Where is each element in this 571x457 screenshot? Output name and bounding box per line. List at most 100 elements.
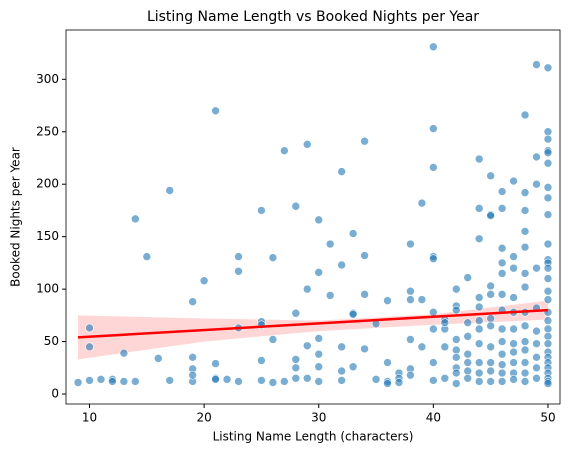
- x-tick-label: 50: [540, 411, 555, 425]
- data-point: [497, 187, 507, 196]
- data-point: [451, 305, 461, 315]
- data-point: [314, 377, 324, 386]
- data-point: [234, 377, 243, 386]
- data-point: [302, 373, 312, 383]
- y-axis-label: Booked Nights per Year: [9, 147, 23, 287]
- data-point: [509, 375, 518, 384]
- data-point: [85, 342, 94, 352]
- data-point: [474, 368, 484, 378]
- data-point: [360, 251, 369, 260]
- data-point: [474, 324, 484, 334]
- data-point: [440, 318, 450, 327]
- data-point: [543, 295, 553, 304]
- data-point: [429, 42, 438, 52]
- data-point: [532, 152, 541, 162]
- data-point: [497, 324, 507, 334]
- data-point: [211, 106, 220, 116]
- data-point: [234, 266, 243, 276]
- data-point: [85, 376, 94, 385]
- data-point: [497, 349, 507, 359]
- data-point: [463, 366, 473, 376]
- data-point: [291, 355, 301, 364]
- data-point: [486, 314, 495, 323]
- y-tick-label: 200: [36, 177, 59, 191]
- data-point: [543, 183, 553, 192]
- data-point: [532, 373, 541, 383]
- data-point: [165, 186, 175, 195]
- data-point: [360, 290, 369, 299]
- data-point: [497, 377, 507, 386]
- data-point: [486, 171, 495, 181]
- data-point: [142, 252, 152, 261]
- data-point: [291, 308, 301, 318]
- data-point: [302, 284, 312, 294]
- data-point: [291, 201, 301, 211]
- data-point: [451, 353, 461, 362]
- data-point: [337, 366, 346, 376]
- data-point: [509, 176, 518, 186]
- data-point: [543, 239, 553, 249]
- data-point: [497, 243, 507, 253]
- data-point: [314, 334, 324, 343]
- data-point: [520, 282, 530, 292]
- data-point: [268, 378, 278, 387]
- data-point: [280, 146, 289, 155]
- data-point: [383, 296, 392, 305]
- data-point: [337, 167, 346, 176]
- data-point: [486, 358, 495, 367]
- data-point: [543, 148, 553, 158]
- data-point: [337, 376, 346, 385]
- data-point: [509, 358, 518, 367]
- data-point: [520, 368, 530, 378]
- plot-frame: [65, 29, 561, 405]
- data-point: [520, 227, 530, 236]
- data-point: [348, 229, 358, 238]
- data-point: [406, 370, 415, 380]
- data-point: [486, 290, 495, 299]
- data-point: [119, 348, 129, 358]
- data-point: [486, 377, 495, 386]
- data-point: [509, 324, 518, 334]
- data-point: [543, 210, 553, 219]
- data-point: [440, 342, 450, 352]
- data-point: [486, 321, 495, 331]
- data-point: [257, 376, 266, 385]
- data-point: [509, 263, 518, 273]
- data-point: [497, 258, 507, 268]
- data-point: [108, 377, 117, 386]
- data-point: [451, 284, 461, 294]
- data-point: [497, 360, 507, 369]
- data-point: [257, 206, 266, 215]
- data-point: [348, 362, 358, 372]
- data-point: [429, 163, 438, 172]
- data-point: [440, 373, 450, 383]
- x-tick-label: 30: [311, 411, 326, 425]
- data-point: [429, 358, 438, 367]
- data-point: [371, 375, 381, 384]
- data-point: [406, 239, 415, 249]
- data-point: [383, 358, 392, 367]
- data-point: [188, 353, 197, 362]
- data-point: [520, 110, 530, 120]
- data-point: [543, 316, 553, 325]
- data-point: [417, 198, 427, 208]
- data-point: [451, 335, 461, 344]
- data-point: [268, 335, 278, 344]
- data-point: [520, 269, 530, 278]
- data-point: [325, 291, 335, 300]
- regression-line: [77, 308, 549, 339]
- data-point: [383, 379, 392, 388]
- data-point: [543, 324, 553, 334]
- data-point: [543, 158, 553, 168]
- data-point: [73, 378, 83, 387]
- data-point: [291, 373, 301, 383]
- data-point: [474, 154, 484, 164]
- data-point: [234, 252, 243, 261]
- data-point: [199, 276, 209, 286]
- data-point: [509, 347, 518, 357]
- data-point: [474, 302, 484, 312]
- data-point: [532, 353, 541, 362]
- data-point: [520, 377, 530, 386]
- data-point: [131, 377, 140, 386]
